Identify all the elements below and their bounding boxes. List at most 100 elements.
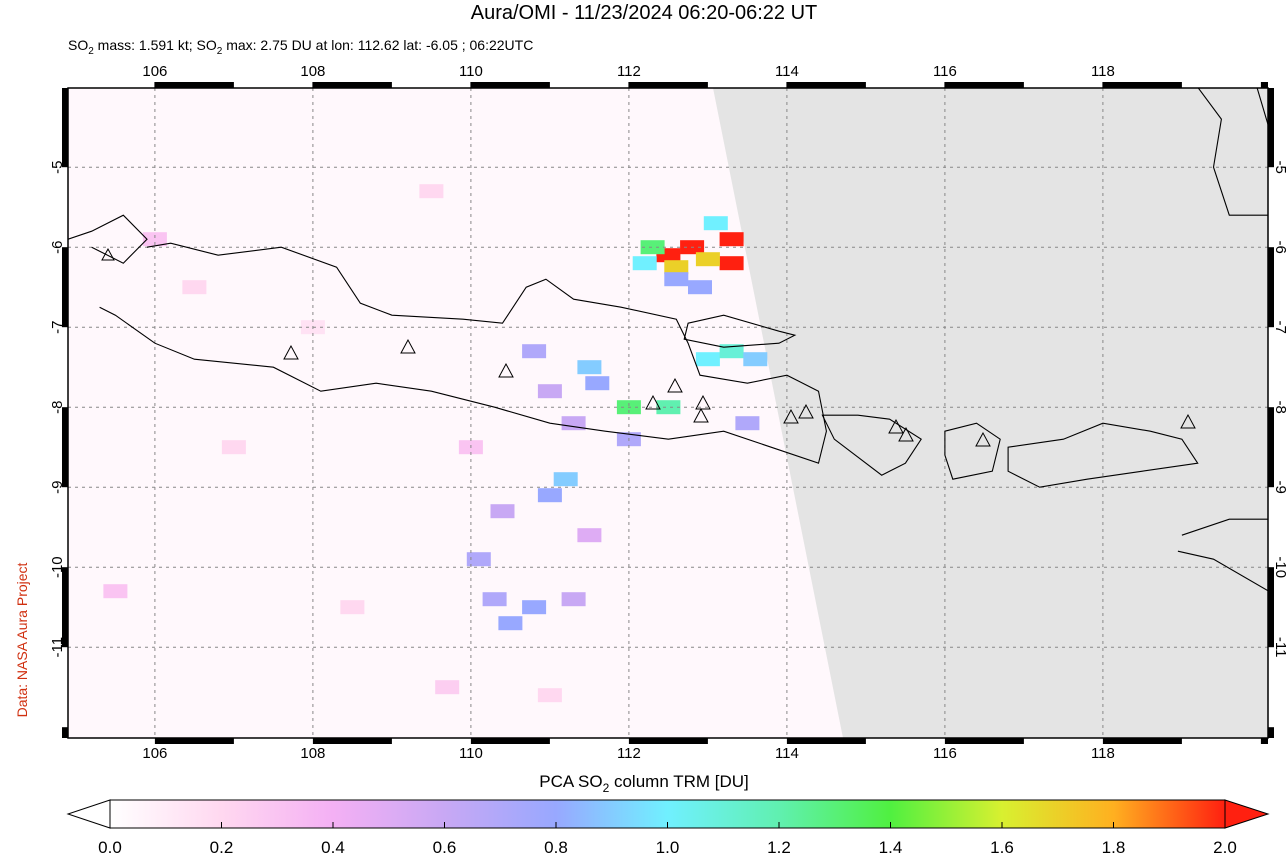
frame-bar xyxy=(1102,82,1182,88)
lat-tick-label: -5 xyxy=(49,161,66,174)
axes: 106 106 108 108 110 110 112 112 114 114 116 116 118 1… xyxy=(49,63,1288,762)
colorbar-label-part: PCA SO xyxy=(539,772,602,791)
so2-pixel xyxy=(142,232,167,247)
lat-tick-label: -10 xyxy=(49,556,66,578)
lon-tick-label: 112 xyxy=(617,745,641,762)
lon-tick-label: 116 xyxy=(933,745,957,762)
coastline-layer xyxy=(68,88,1268,592)
frame-bar xyxy=(628,82,708,88)
frame-bar xyxy=(62,727,68,738)
so2-pixel xyxy=(695,252,720,267)
colorbar-tick-label: 0.2 xyxy=(210,838,234,855)
so2-pixel xyxy=(340,600,365,615)
frame-bar xyxy=(786,738,866,744)
frame-bar xyxy=(1260,738,1268,744)
so2-pixel xyxy=(537,384,562,399)
frame-bar xyxy=(312,82,392,88)
so2-pixel xyxy=(640,240,665,255)
frame-bar xyxy=(1268,247,1274,328)
coastline xyxy=(1256,88,1268,127)
so2-pixel xyxy=(703,216,728,231)
colorbar-tick-label: 0.4 xyxy=(321,838,345,855)
lon-tick-label: 106 xyxy=(142,745,167,762)
so2-pixel xyxy=(435,680,460,695)
volcanoes xyxy=(101,247,1196,447)
lon-tick-label: 110 xyxy=(459,63,483,80)
so2-pixel xyxy=(585,376,610,391)
colorbar-high-arrow xyxy=(1224,799,1270,829)
colorbar-ticks: 0.0 0.2 0.4 0.6 0.8 1.0 1.2 1.4 1.6 1.8 2.0 xyxy=(98,822,1237,857)
lon-tick-label: 116 xyxy=(933,63,957,80)
so2-pixel xyxy=(743,352,768,367)
grid-layer xyxy=(68,88,1268,738)
frame-bar xyxy=(944,82,1024,88)
frame-bar xyxy=(62,247,68,328)
so2-pixel xyxy=(695,352,720,367)
lat-tick-label: -11 xyxy=(1272,637,1288,658)
lat-tick-label: -5 xyxy=(1272,161,1288,174)
lat-tick-label: -11 xyxy=(49,637,66,658)
colorbar-tick-label: 0.8 xyxy=(544,838,568,855)
lon-tick-label: 108 xyxy=(300,745,325,762)
frame-bar xyxy=(786,82,866,88)
credit: Data: NASA Aura Project xyxy=(14,562,30,717)
subtitle-part: max: 2.75 DU at lon: 112.62 lat: -6.05 ;… xyxy=(222,37,533,53)
lon-tick-label: 108 xyxy=(300,63,325,80)
lat-tick-label: -10 xyxy=(1272,556,1288,578)
frame-bar xyxy=(154,82,234,88)
so2-pixel xyxy=(553,472,578,487)
frame-bar xyxy=(154,738,234,744)
frame-bar xyxy=(62,567,68,648)
frame-bar xyxy=(312,738,392,744)
coastline xyxy=(683,314,797,348)
coastline xyxy=(1177,518,1268,592)
frame-bar xyxy=(1268,727,1274,738)
so2-pixel xyxy=(522,600,547,615)
so2-pixel xyxy=(719,232,744,247)
so2-pixel xyxy=(537,488,562,503)
colorbar-label-part: column TRM [DU] xyxy=(609,772,749,791)
frame-bar xyxy=(470,738,550,744)
so2-pixel xyxy=(688,280,712,295)
coastline xyxy=(99,242,827,464)
colorbar-tick-label: 1.2 xyxy=(767,838,791,855)
colorbar: PCA SO2 column TRM [DU] 0.0 0.2 0.4 0.6 0.8 1… xyxy=(66,772,1270,857)
frame-bar xyxy=(944,738,1024,744)
frame-bar xyxy=(1268,407,1274,488)
so2-pixel xyxy=(537,688,562,703)
lon-tick-label: 118 xyxy=(1091,745,1115,762)
coastline xyxy=(68,214,148,264)
so2-pixel xyxy=(498,616,523,631)
frame-bar xyxy=(1260,82,1268,88)
lat-tick-label: -7 xyxy=(1272,321,1288,334)
colorbar-tick-label: 0.6 xyxy=(433,838,457,855)
so2-pixel xyxy=(419,184,444,199)
so2-pixel xyxy=(561,416,586,431)
coastline xyxy=(944,422,1001,480)
so2-pixel xyxy=(577,528,602,543)
subtitle-part: SO xyxy=(197,37,217,53)
so2-pixel xyxy=(577,360,602,375)
frame-bar xyxy=(62,407,68,488)
frame-bar xyxy=(62,88,68,168)
so2-pixel xyxy=(735,416,760,431)
subtitle-part: SO xyxy=(68,37,88,53)
colorbar-label-part: 2 xyxy=(603,781,610,795)
lon-tick-label: 114 xyxy=(775,745,799,762)
colorbar-tick-label: 2.0 xyxy=(1213,838,1237,855)
colorbar-tick-label: 1.8 xyxy=(1102,838,1126,855)
colorbar-low-arrow xyxy=(66,799,111,829)
so2-pixel xyxy=(490,504,515,519)
colorbar-tick-label: 0.0 xyxy=(98,838,122,855)
so2-pixel xyxy=(664,260,689,275)
so2-pixel xyxy=(466,552,491,567)
so2-pixel xyxy=(182,280,207,295)
coastline xyxy=(821,414,922,476)
no-data-region xyxy=(713,88,1268,738)
so2-pixel xyxy=(656,400,681,415)
frame xyxy=(62,82,1274,744)
lat-tick-label: -6 xyxy=(1272,241,1288,254)
coastline xyxy=(1007,422,1199,488)
so2-pixel xyxy=(719,256,744,271)
